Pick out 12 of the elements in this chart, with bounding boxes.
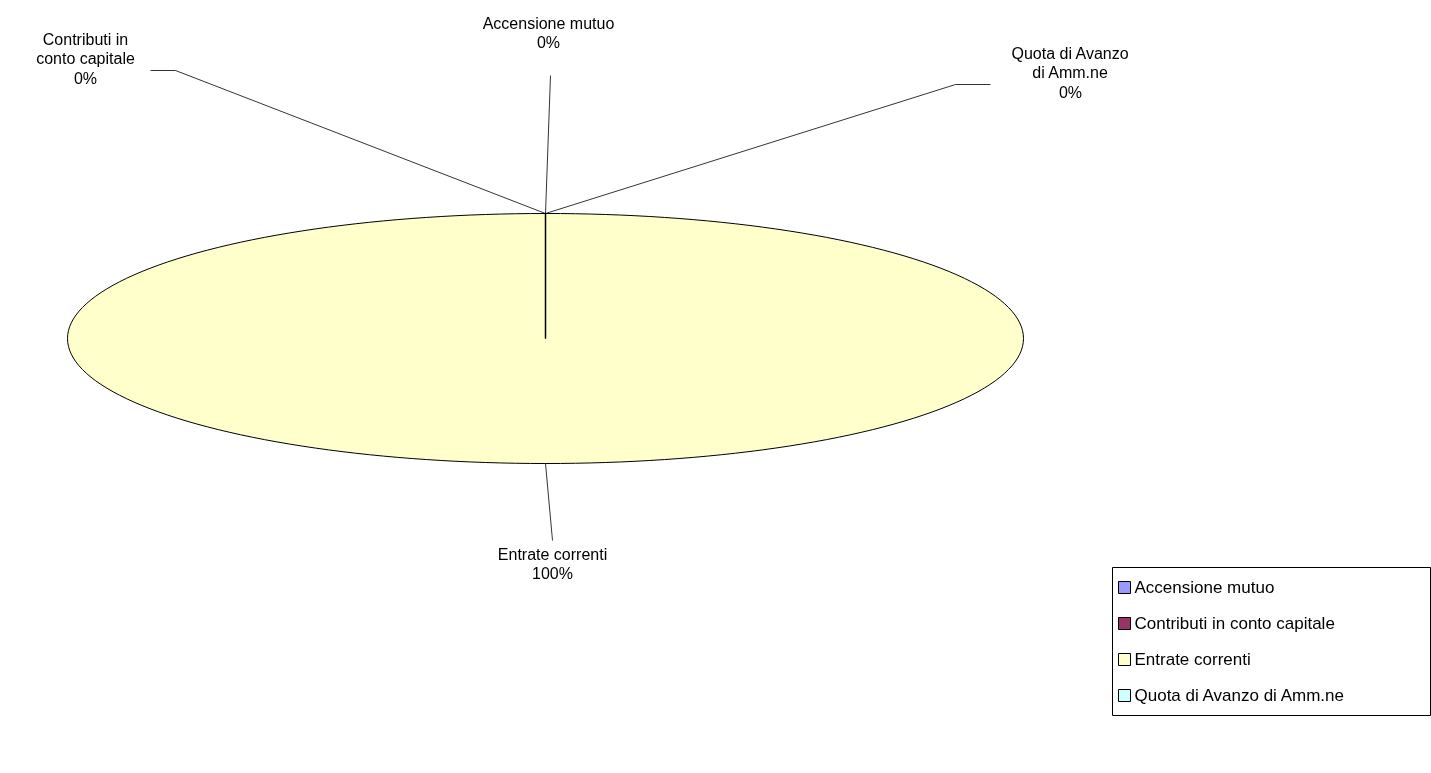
legend-label: Contributi in conto capitale [1134, 614, 1335, 633]
text: 0% [536, 34, 561, 52]
slice-label: Entrate correnti [497, 545, 608, 563]
category-label: Quota di Avanzo di Amm.ne [1011, 44, 1129, 82]
category-label: Accensione mutuo [482, 14, 615, 32]
legend-label: Quota di Avanzo di Amm.ne [1134, 686, 1344, 705]
text: 0% [1058, 83, 1083, 101]
legend-label: Entrate correnti [1134, 650, 1251, 669]
category-label: Contributi in conto capitale [36, 30, 135, 68]
text: 0% [73, 69, 98, 87]
data-label: 100% [532, 565, 573, 583]
legend-label: Accensione mutuo [1134, 578, 1275, 597]
